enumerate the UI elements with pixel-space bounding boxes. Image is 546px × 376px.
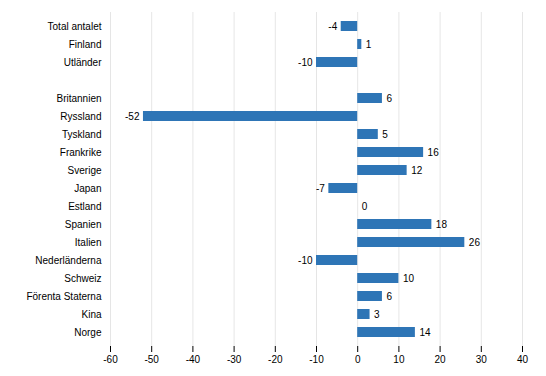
- svg-text:Tyskland: Tyskland: [62, 129, 101, 140]
- svg-text:Total antalet: Total antalet: [48, 21, 102, 32]
- svg-text:-10: -10: [298, 57, 313, 68]
- svg-text:3: 3: [374, 309, 380, 320]
- svg-text:Britannien: Britannien: [56, 93, 101, 104]
- svg-text:-50: -50: [144, 354, 159, 365]
- svg-text:-40: -40: [186, 354, 201, 365]
- svg-text:Spanien: Spanien: [65, 219, 102, 230]
- svg-text:14: 14: [419, 327, 431, 338]
- svg-text:-20: -20: [268, 354, 283, 365]
- svg-text:Sverige: Sverige: [68, 165, 102, 176]
- svg-text:6: 6: [386, 93, 392, 104]
- svg-text:10: 10: [393, 354, 405, 365]
- svg-text:Japan: Japan: [74, 183, 101, 194]
- svg-text:Förenta Staterna: Förenta Staterna: [26, 291, 101, 302]
- svg-text:20: 20: [435, 354, 447, 365]
- svg-text:Finland: Finland: [69, 39, 102, 50]
- svg-text:0: 0: [362, 201, 368, 212]
- svg-text:12: 12: [411, 165, 423, 176]
- svg-text:1: 1: [366, 39, 372, 50]
- svg-text:-30: -30: [227, 354, 242, 365]
- svg-text:Utländer: Utländer: [64, 57, 102, 68]
- svg-text:10: 10: [403, 273, 415, 284]
- svg-text:18: 18: [436, 219, 448, 230]
- svg-text:6: 6: [386, 291, 392, 302]
- svg-text:30: 30: [476, 354, 488, 365]
- svg-text:26: 26: [469, 237, 481, 248]
- svg-text:Italien: Italien: [75, 237, 102, 248]
- svg-text:Frankrike: Frankrike: [60, 147, 102, 158]
- svg-text:Schweiz: Schweiz: [64, 273, 101, 284]
- svg-text:-7: -7: [316, 183, 325, 194]
- svg-text:16: 16: [428, 147, 440, 158]
- svg-text:5: 5: [382, 129, 388, 140]
- svg-text:0: 0: [355, 354, 361, 365]
- svg-text:-60: -60: [103, 354, 118, 365]
- svg-text:-52: -52: [125, 111, 140, 122]
- svg-text:Nederländerna: Nederländerna: [35, 255, 102, 266]
- svg-text:Estland: Estland: [68, 201, 101, 212]
- svg-text:Kina: Kina: [81, 309, 101, 320]
- svg-text:Ryssland: Ryssland: [60, 111, 101, 122]
- svg-text:Norge: Norge: [74, 327, 102, 338]
- svg-text:-4: -4: [328, 21, 337, 32]
- svg-text:-10: -10: [309, 354, 324, 365]
- svg-text:-10: -10: [298, 255, 313, 266]
- svg-text:40: 40: [517, 354, 529, 365]
